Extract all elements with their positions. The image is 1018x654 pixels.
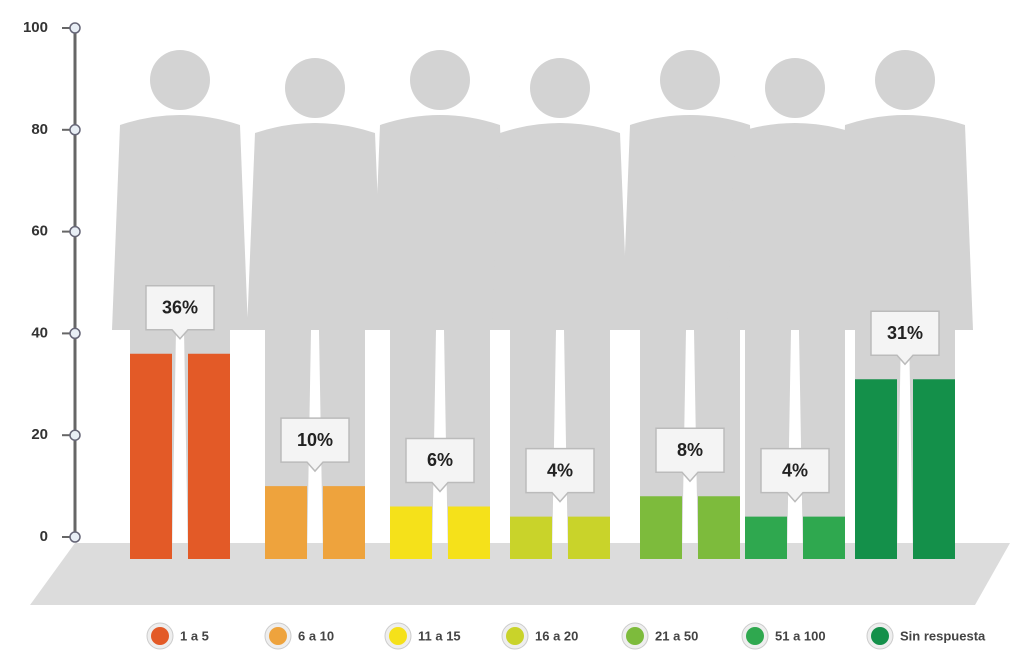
legend-swatch (389, 627, 407, 645)
y-tick-label: 60 (31, 223, 48, 240)
silhouette-head (285, 58, 345, 118)
tick-knob (70, 328, 80, 338)
legend-label: 11 a 15 (418, 628, 461, 643)
tick-knob (70, 23, 80, 33)
legend-swatch (151, 627, 169, 645)
legend-label: 16 a 20 (535, 628, 578, 643)
silhouette-head (660, 50, 720, 110)
tick-knob (70, 430, 80, 440)
y-tick-label: 20 (31, 426, 48, 443)
tick-knob (70, 532, 80, 542)
bar (855, 379, 955, 559)
y-tick-label: 40 (31, 324, 48, 341)
legend-swatch (871, 627, 889, 645)
legend-label: 1 a 5 (180, 628, 209, 643)
legend-swatch (626, 627, 644, 645)
legend-label: 51 a 100 (775, 628, 826, 643)
silhouette-head (410, 50, 470, 110)
tick-knob (70, 125, 80, 135)
legend-swatch (269, 627, 287, 645)
legend-swatch (746, 627, 764, 645)
tick-knob (70, 227, 80, 237)
legend-swatch (506, 627, 524, 645)
chart: 0 20 40 60 80 100 36% 10% 6% 4% 8% 4% 31% 1 a 5 6 a 10… (0, 0, 1018, 654)
legend-label: Sin respuesta (900, 628, 986, 643)
value-label: 31% (887, 323, 923, 343)
value-label: 6% (427, 450, 453, 470)
y-tick-label: 80 (31, 121, 48, 138)
y-tick-label: 100 (23, 19, 48, 36)
value-label: 4% (782, 460, 808, 480)
value-label: 8% (677, 440, 703, 460)
silhouette-head (765, 58, 825, 118)
bar (130, 354, 230, 559)
value-label: 4% (547, 460, 573, 480)
y-tick-label: 0 (40, 528, 48, 545)
silhouette-head (530, 58, 590, 118)
legend-label: 6 a 10 (298, 628, 334, 643)
value-label: 10% (297, 430, 333, 450)
silhouette-head (150, 50, 210, 110)
value-label: 36% (162, 298, 198, 318)
legend-label: 21 a 50 (655, 628, 698, 643)
silhouette-head (875, 50, 935, 110)
